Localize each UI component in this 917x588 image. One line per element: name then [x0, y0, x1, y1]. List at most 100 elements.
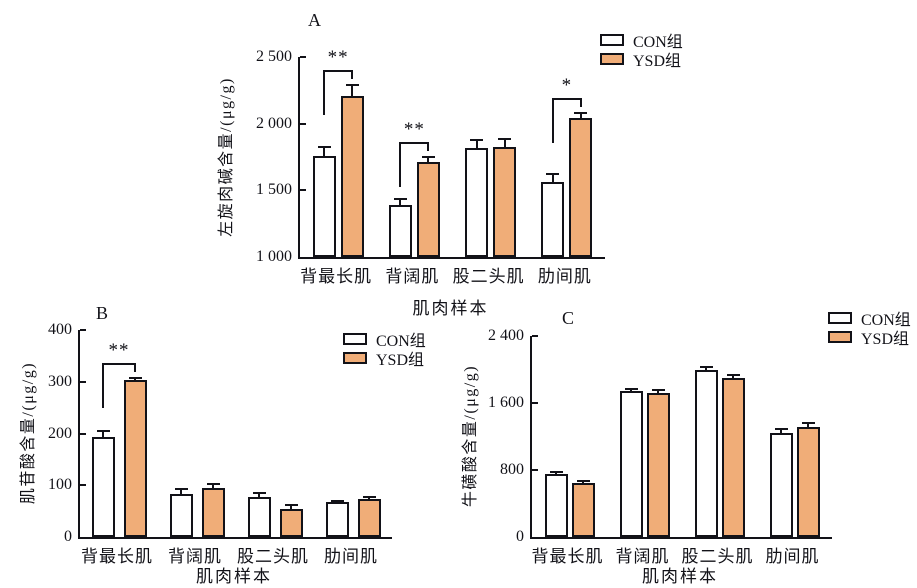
con-swatch [343, 333, 367, 345]
legend: CON组 YSD组 [600, 33, 683, 70]
error-cap [206, 483, 220, 486]
error-bar [134, 377, 136, 381]
error-cap [470, 139, 484, 142]
x-tick-label: 肋间肌 [537, 267, 592, 286]
significance-bracket [103, 362, 135, 365]
y-tick-label: 2 400 [488, 327, 524, 344]
y-tick-label: 1 600 [488, 394, 524, 411]
significance-bracket-leg [551, 98, 554, 143]
y-tick-label: 400 [48, 321, 72, 338]
panel-c-label: C [562, 308, 575, 328]
y-tick-label: 0 [64, 528, 72, 545]
error-cap [362, 496, 376, 499]
panel-b-label: B [96, 303, 109, 323]
legend-item-con: CON组 [828, 311, 911, 329]
x-tick-labels: 背最长肌 背阔肌 股二头肌 肋间肌 [530, 542, 830, 567]
error-cap [345, 84, 359, 86]
ysd-bar [340, 96, 364, 257]
error-cap [549, 470, 563, 473]
y-tick-mark [300, 56, 306, 58]
x-axis-label: 肌肉样本 [412, 299, 489, 318]
bar-group: * [529, 57, 605, 257]
error-bar [503, 139, 506, 147]
error-cap [801, 422, 815, 425]
con-bar [169, 493, 193, 537]
x-axis-label: 肌肉样本 [642, 567, 718, 586]
legend-label-ysd: YSD组 [376, 352, 425, 369]
error-cap [699, 366, 713, 368]
ysd-bar [569, 117, 593, 257]
y-tick-mark [532, 469, 538, 471]
error-bar [212, 484, 214, 489]
error-bar [630, 388, 632, 392]
y-tick-mark [300, 189, 306, 192]
legend: CON组 YSD组 [828, 311, 911, 348]
bar-group [682, 336, 757, 537]
significance-bracket [552, 98, 581, 100]
bar-group: ** [376, 57, 452, 257]
ysd-swatch [343, 352, 367, 364]
bar-group [757, 336, 832, 537]
y-tick-label: 300 [48, 372, 72, 390]
error-bar [780, 429, 782, 433]
significance-bracket-leg [134, 362, 136, 372]
x-tick-label: 背阔肌 [385, 267, 440, 286]
y-tick-label: 100 [48, 476, 72, 494]
y-tick-label: 1 000 [256, 248, 292, 265]
error-cap [393, 198, 407, 200]
y-tick-label: 2 000 [256, 114, 292, 132]
error-bar [180, 489, 182, 494]
error-cap [421, 156, 435, 158]
legend-item-ysd: YSD组 [343, 351, 426, 369]
bar-group [314, 330, 392, 537]
error-cap [546, 173, 560, 176]
significance-label: ** [108, 339, 130, 361]
x-tick-label: 股二头肌 [237, 547, 309, 566]
error-bar [102, 430, 104, 438]
bar-group [532, 336, 607, 537]
panel-a-label: A [308, 10, 322, 30]
legend-item-con: CON组 [343, 332, 426, 350]
x-tick-labels: 背最长肌 背阔肌 股二头肌 肋间肌 [298, 262, 603, 287]
error-cap [252, 492, 266, 495]
y-tick-label: 1 500 [256, 181, 292, 199]
y-tick-mark [80, 380, 86, 383]
x-tick-label: 股二头肌 [681, 547, 754, 566]
ysd-swatch [828, 331, 852, 343]
x-tick-label: 背阔肌 [615, 547, 670, 566]
ysd-bar [796, 426, 820, 537]
x-tick-label: 背最长肌 [81, 547, 153, 566]
error-bar [475, 140, 478, 149]
y-tick-label: 0 [516, 528, 524, 545]
y-tick-labels: 1 000 1 500 2 000 2 500 [236, 48, 292, 265]
y-tick-labels: 0 100 200 300 400 [16, 321, 72, 545]
con-bar [247, 497, 271, 537]
significance-bracket-leg [399, 142, 402, 187]
legend-item-ysd: YSD组 [600, 52, 683, 70]
error-bar [579, 113, 582, 118]
error-bar [582, 480, 584, 483]
error-bar [323, 147, 326, 157]
error-bar [399, 199, 402, 205]
ysd-bar [357, 499, 381, 537]
significance-label: ** [327, 47, 349, 68]
y-tick-mark [300, 122, 306, 125]
x-tick-label: 背阔肌 [168, 547, 222, 566]
error-cap [96, 429, 110, 432]
con-swatch [828, 312, 852, 324]
con-bar [312, 156, 336, 257]
ysd-bar [201, 488, 225, 537]
error-bar [351, 85, 354, 97]
con-bar [769, 432, 793, 537]
con-bar [325, 502, 349, 537]
bar-group: ** [300, 47, 376, 257]
error-cap [576, 479, 590, 482]
error-bar [732, 374, 734, 379]
y-tick-mark [80, 432, 86, 435]
error-bar [258, 493, 260, 498]
error-cap [774, 428, 788, 431]
error-cap [330, 499, 344, 502]
legend-label-con: CON组 [861, 312, 911, 329]
error-cap [174, 488, 188, 491]
x-tick-label: 背最长肌 [300, 267, 373, 286]
